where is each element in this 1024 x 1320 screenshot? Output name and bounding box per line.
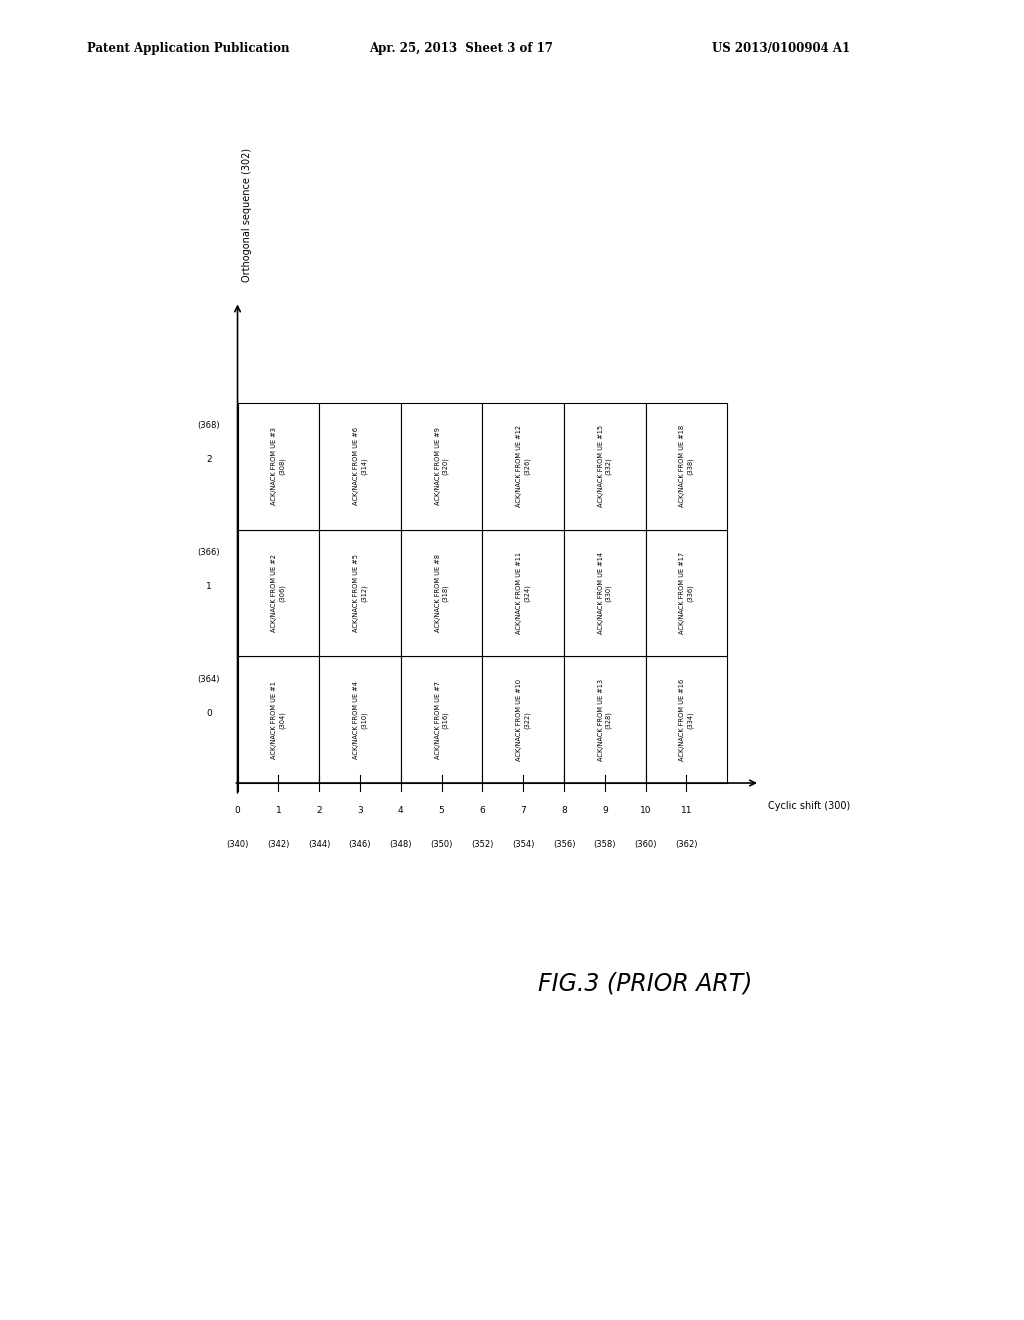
Text: ACK/NACK FROM UE #3
(308): ACK/NACK FROM UE #3 (308) <box>271 428 286 506</box>
Text: (364): (364) <box>198 675 220 684</box>
Text: 2: 2 <box>316 805 322 814</box>
Text: (342): (342) <box>267 840 290 849</box>
Text: FIG.3 (PRIOR ART): FIG.3 (PRIOR ART) <box>538 972 753 995</box>
Text: ACK/NACK FROM UE #7
(316): ACK/NACK FROM UE #7 (316) <box>434 681 449 759</box>
Bar <box>319 656 400 783</box>
Text: ACK/NACK FROM UE #5
(312): ACK/NACK FROM UE #5 (312) <box>353 554 367 632</box>
Text: (356): (356) <box>553 840 575 849</box>
Text: (350): (350) <box>430 840 453 849</box>
Text: 2: 2 <box>206 455 212 465</box>
Bar <box>482 656 564 783</box>
Bar <box>238 656 319 783</box>
Text: Apr. 25, 2013  Sheet 3 of 17: Apr. 25, 2013 Sheet 3 of 17 <box>369 42 553 55</box>
Text: (346): (346) <box>349 840 372 849</box>
Text: (348): (348) <box>389 840 412 849</box>
Bar <box>482 529 564 656</box>
Text: 5: 5 <box>438 805 444 814</box>
Bar <box>646 529 727 656</box>
Text: 10: 10 <box>640 805 651 814</box>
Text: (358): (358) <box>594 840 616 849</box>
Text: ACK/NACK FROM UE #15
(332): ACK/NACK FROM UE #15 (332) <box>598 425 611 507</box>
Text: (352): (352) <box>471 840 494 849</box>
Text: ACK/NACK FROM UE #16
(334): ACK/NACK FROM UE #16 (334) <box>680 678 693 760</box>
Text: 1: 1 <box>275 805 282 814</box>
Bar <box>319 529 400 656</box>
Bar <box>400 529 482 656</box>
Text: 11: 11 <box>681 805 692 814</box>
Text: ACK/NACK FROM UE #13
(328): ACK/NACK FROM UE #13 (328) <box>598 678 611 760</box>
Text: ACK/NACK FROM UE #9
(320): ACK/NACK FROM UE #9 (320) <box>434 428 449 506</box>
Text: (344): (344) <box>308 840 331 849</box>
Text: (368): (368) <box>198 421 220 430</box>
Text: ACK/NACK FROM UE #11
(324): ACK/NACK FROM UE #11 (324) <box>516 552 530 634</box>
Text: 8: 8 <box>561 805 567 814</box>
Text: (340): (340) <box>226 840 249 849</box>
Bar <box>400 403 482 529</box>
Text: (362): (362) <box>675 840 697 849</box>
Text: (354): (354) <box>512 840 535 849</box>
Text: ACK/NACK FROM UE #4
(310): ACK/NACK FROM UE #4 (310) <box>353 681 367 759</box>
Bar <box>564 656 646 783</box>
Text: 0: 0 <box>234 805 241 814</box>
Text: ACK/NACK FROM UE #1
(304): ACK/NACK FROM UE #1 (304) <box>271 681 286 759</box>
Bar <box>564 403 646 529</box>
Text: Orthogonal sequence (302): Orthogonal sequence (302) <box>242 148 252 282</box>
Text: Patent Application Publication: Patent Application Publication <box>87 42 290 55</box>
Bar <box>238 529 319 656</box>
Text: (360): (360) <box>635 840 656 849</box>
Bar <box>564 529 646 656</box>
Bar <box>646 656 727 783</box>
Text: 0: 0 <box>206 709 212 718</box>
Text: US 2013/0100904 A1: US 2013/0100904 A1 <box>712 42 850 55</box>
Text: (366): (366) <box>198 548 220 557</box>
Bar <box>482 403 564 529</box>
Text: ACK/NACK FROM UE #18
(338): ACK/NACK FROM UE #18 (338) <box>680 425 693 507</box>
Text: ACK/NACK FROM UE #12
(326): ACK/NACK FROM UE #12 (326) <box>516 425 530 507</box>
Bar <box>319 403 400 529</box>
Bar <box>400 656 482 783</box>
Text: ACK/NACK FROM UE #10
(322): ACK/NACK FROM UE #10 (322) <box>516 678 530 760</box>
Bar <box>646 403 727 529</box>
Text: ACK/NACK FROM UE #17
(336): ACK/NACK FROM UE #17 (336) <box>680 552 693 634</box>
Text: ACK/NACK FROM UE #14
(330): ACK/NACK FROM UE #14 (330) <box>598 552 611 634</box>
Text: ACK/NACK FROM UE #2
(306): ACK/NACK FROM UE #2 (306) <box>271 554 286 632</box>
Text: 6: 6 <box>479 805 485 814</box>
Text: 7: 7 <box>520 805 526 814</box>
Text: ACK/NACK FROM UE #6
(314): ACK/NACK FROM UE #6 (314) <box>353 428 367 506</box>
Text: 3: 3 <box>357 805 362 814</box>
Text: ACK/NACK FROM UE #8
(318): ACK/NACK FROM UE #8 (318) <box>434 554 449 632</box>
Text: 1: 1 <box>206 582 212 591</box>
Text: Cyclic shift (300): Cyclic shift (300) <box>768 801 850 810</box>
Text: 9: 9 <box>602 805 607 814</box>
Bar <box>238 403 319 529</box>
Text: 4: 4 <box>398 805 403 814</box>
